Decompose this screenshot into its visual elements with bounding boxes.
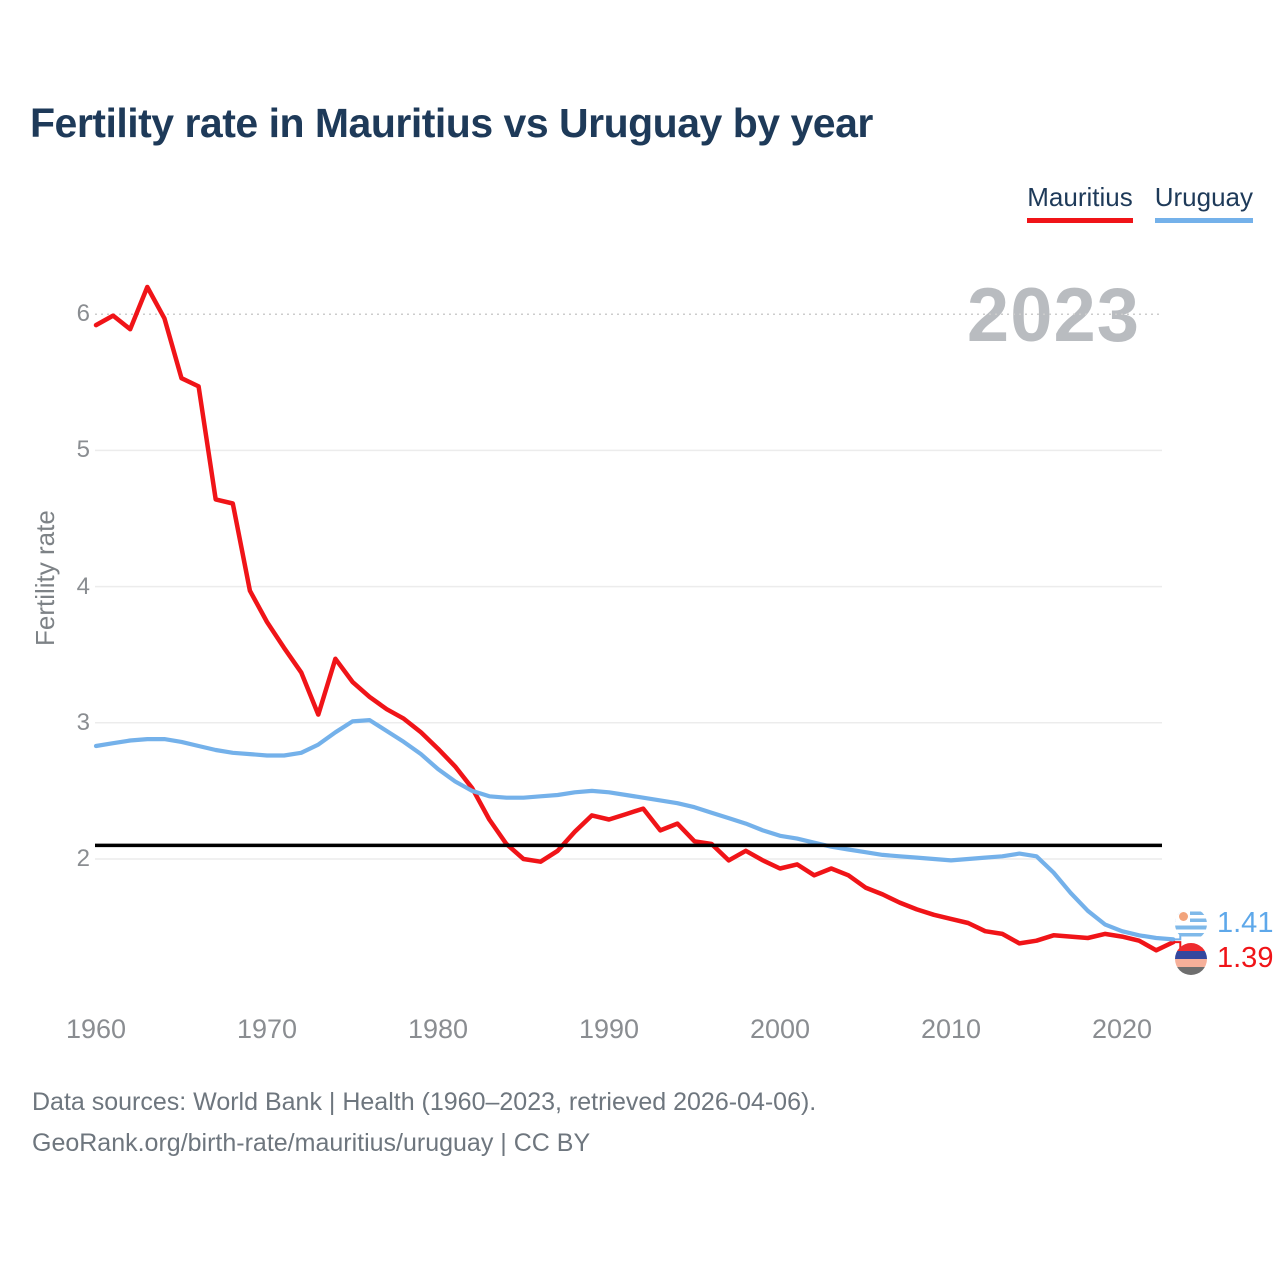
footer-attribution[interactable]: GeoRank.org/birth-rate/mauritius/uruguay… <box>32 1129 591 1157</box>
legend: Mauritius Uruguay <box>1027 182 1253 223</box>
end-value-mauritius: 1.39 <box>1217 942 1274 974</box>
y-tick-5: 5 <box>76 436 90 464</box>
year-watermark: 2023 <box>966 273 1140 358</box>
end-label-mauritius: 1.39 <box>1175 942 1273 975</box>
uruguay-flag-sun-icon <box>1179 911 1188 921</box>
x-tick-1970: 1970 <box>236 1014 298 1044</box>
uruguay-flag-icon <box>1175 907 1207 940</box>
y-tick-2: 2 <box>76 845 90 872</box>
y-axis-title: Fertility rate <box>30 510 60 646</box>
gridlines <box>95 313 1162 860</box>
y-tick-6: 6 <box>76 300 90 328</box>
end-value-uruguay: 1.41 <box>1217 907 1274 939</box>
end-label-uruguay: 1.41 <box>1175 907 1273 940</box>
x-tick-1990: 1990 <box>578 1014 640 1044</box>
y-tick-3: 3 <box>76 708 90 736</box>
legend-item-mauritius[interactable]: Mauritius <box>1027 182 1133 223</box>
line-mauritius <box>93 284 1176 953</box>
x-tick-2020: 2020 <box>1091 1014 1153 1044</box>
x-tick-1980: 1980 <box>407 1014 469 1044</box>
chart-title: Fertility rate in Mauritius vs Uruguay b… <box>30 100 873 146</box>
line-uruguay <box>93 717 1176 942</box>
y-tick-4: 4 <box>76 572 90 600</box>
x-tick-1960: 1960 <box>65 1014 127 1044</box>
legend-item-uruguay[interactable]: Uruguay <box>1154 182 1253 223</box>
x-tick-2000: 2000 <box>749 1014 811 1044</box>
footer-data-sources: Data sources: World Bank | Health (1960–… <box>32 1088 817 1116</box>
x-tick-2010: 2010 <box>920 1014 982 1044</box>
series-lines <box>93 284 1176 953</box>
mauritius-flag-icon <box>1175 942 1207 975</box>
